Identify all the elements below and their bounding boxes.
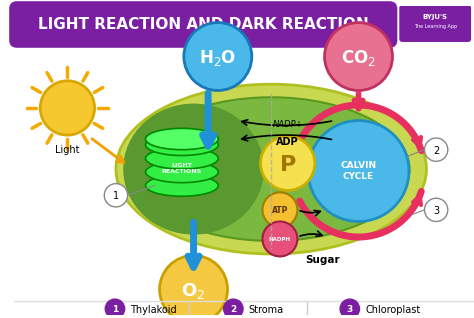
- FancyBboxPatch shape: [399, 5, 471, 42]
- Ellipse shape: [146, 128, 219, 150]
- Circle shape: [105, 299, 125, 318]
- Text: Light: Light: [55, 145, 80, 155]
- Text: 2: 2: [230, 305, 237, 314]
- Text: Thylakoid: Thylakoid: [130, 305, 177, 315]
- Circle shape: [104, 183, 128, 207]
- Text: Sugar: Sugar: [305, 255, 340, 265]
- Circle shape: [425, 138, 448, 161]
- Text: CO$_2$: CO$_2$: [341, 48, 376, 68]
- Circle shape: [40, 81, 95, 135]
- Text: 1: 1: [112, 305, 118, 314]
- Text: NADP+: NADP+: [273, 120, 303, 129]
- Text: H$_2$O: H$_2$O: [199, 48, 237, 68]
- Text: Stroma: Stroma: [249, 305, 284, 315]
- Ellipse shape: [123, 104, 264, 235]
- Text: BYJU'S: BYJU'S: [423, 14, 447, 20]
- Ellipse shape: [116, 84, 427, 254]
- Circle shape: [263, 192, 297, 227]
- Ellipse shape: [133, 97, 410, 241]
- Text: P: P: [280, 155, 296, 175]
- Ellipse shape: [146, 134, 219, 156]
- Text: NADPH: NADPH: [269, 238, 291, 242]
- Text: LIGHT
REACTIONS: LIGHT REACTIONS: [162, 162, 202, 174]
- Circle shape: [224, 299, 243, 318]
- Text: 1: 1: [113, 191, 119, 201]
- Text: 3: 3: [346, 305, 353, 314]
- Circle shape: [325, 23, 392, 91]
- Circle shape: [261, 136, 315, 190]
- Text: The Learning App: The Learning App: [414, 24, 457, 29]
- Text: Chloroplast: Chloroplast: [365, 305, 420, 315]
- FancyBboxPatch shape: [9, 1, 397, 48]
- Text: CALVIN
CYCLE: CALVIN CYCLE: [340, 161, 376, 182]
- Circle shape: [340, 299, 359, 318]
- Text: LIGHT REACTION AND DARK REACTION: LIGHT REACTION AND DARK REACTION: [38, 17, 369, 32]
- Text: ATP: ATP: [272, 206, 288, 215]
- Circle shape: [263, 221, 297, 256]
- Text: ADP: ADP: [276, 137, 299, 147]
- Ellipse shape: [146, 148, 219, 169]
- Ellipse shape: [146, 161, 219, 183]
- Circle shape: [308, 121, 409, 221]
- Text: 3: 3: [433, 206, 439, 216]
- Text: O$_2$: O$_2$: [182, 281, 206, 301]
- Ellipse shape: [146, 175, 219, 196]
- Circle shape: [160, 255, 228, 318]
- Text: 2: 2: [433, 146, 439, 156]
- Circle shape: [184, 23, 252, 91]
- Circle shape: [425, 198, 448, 221]
